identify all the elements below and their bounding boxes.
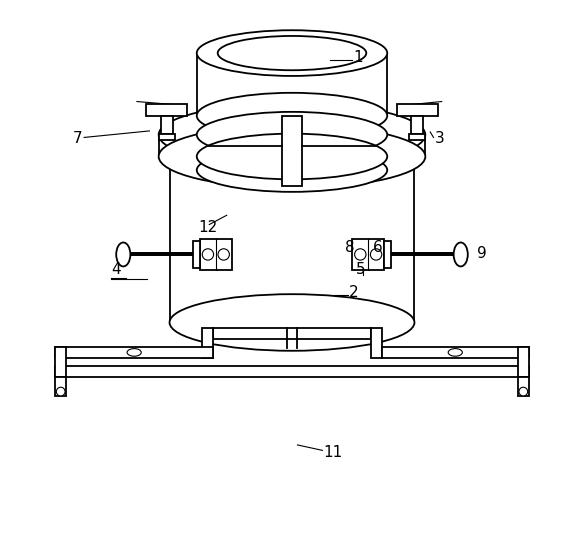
Ellipse shape (197, 148, 387, 192)
Text: 4: 4 (112, 261, 121, 277)
Bar (352, 238, 384, 270)
Bar (159, 133, 175, 140)
Ellipse shape (519, 387, 528, 396)
Ellipse shape (197, 133, 387, 179)
Bar (397, 104, 437, 116)
Bar (193, 241, 200, 267)
Bar (159, 135, 425, 156)
Text: 9: 9 (477, 246, 487, 261)
Bar (200, 238, 232, 270)
Bar (197, 53, 387, 115)
Text: 12: 12 (198, 220, 217, 235)
Bar (161, 116, 173, 133)
Ellipse shape (159, 103, 425, 166)
Ellipse shape (454, 242, 468, 266)
Bar (371, 328, 382, 358)
Text: 7: 7 (73, 131, 83, 146)
Bar (202, 328, 213, 358)
Circle shape (218, 249, 230, 260)
Text: 8: 8 (345, 240, 354, 255)
Bar (169, 156, 415, 323)
Bar (382, 347, 529, 358)
Ellipse shape (448, 348, 463, 356)
Ellipse shape (197, 112, 387, 158)
Bar (282, 115, 302, 187)
Bar (409, 133, 425, 140)
Bar (518, 347, 529, 377)
Bar (147, 104, 187, 116)
Bar (213, 328, 371, 339)
Bar (55, 347, 213, 358)
Ellipse shape (159, 125, 425, 188)
Ellipse shape (169, 128, 415, 185)
Ellipse shape (218, 36, 366, 70)
Text: 6: 6 (373, 240, 383, 255)
Bar (411, 116, 423, 133)
Bar (518, 377, 529, 396)
Text: 3: 3 (434, 131, 444, 146)
Ellipse shape (127, 348, 141, 356)
Ellipse shape (116, 242, 130, 266)
Text: 1: 1 (353, 50, 363, 66)
Text: 11: 11 (324, 445, 343, 459)
Circle shape (370, 249, 382, 260)
Text: 5: 5 (356, 261, 366, 277)
Ellipse shape (56, 387, 65, 396)
Ellipse shape (197, 30, 387, 76)
Bar (55, 377, 66, 396)
Text: 2: 2 (349, 285, 359, 300)
Bar (384, 241, 391, 267)
Ellipse shape (197, 93, 387, 138)
Circle shape (202, 249, 214, 260)
Bar (55, 366, 529, 377)
Circle shape (354, 249, 366, 260)
Ellipse shape (169, 294, 415, 351)
Bar (55, 347, 66, 377)
